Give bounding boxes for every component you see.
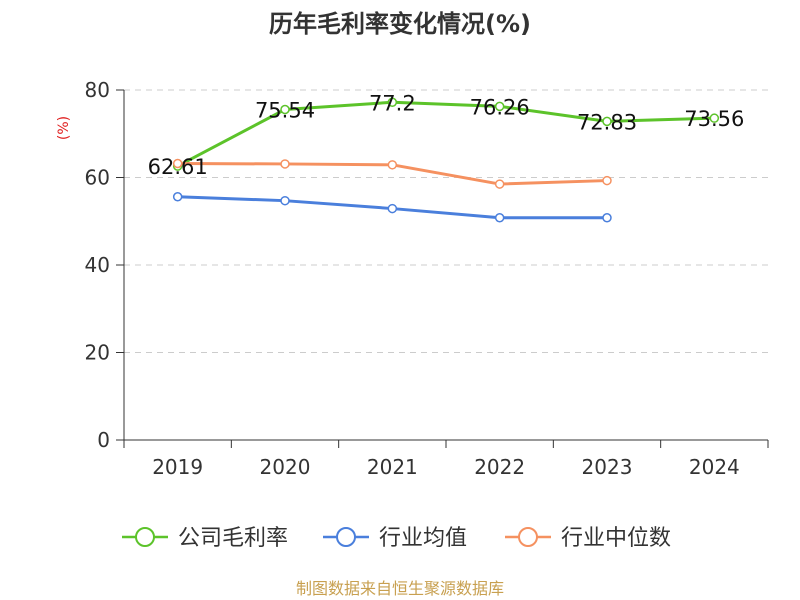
data-label: 62.61 [148,155,208,179]
data-point[interactable] [280,159,290,169]
series-line [176,100,716,168]
series-lines [172,97,720,223]
y-tick-label: 80 [85,78,110,102]
x-tick-label: 2024 [689,455,740,479]
data-point[interactable] [494,213,505,223]
x-tick-label: 2019 [152,455,203,479]
data-point[interactable] [280,104,290,115]
axes: 0 20 40 60 80 2019 2020 2021 2022 2023 2024 [85,78,769,479]
legend-circle-marker [518,527,538,547]
y-tick-label: 20 [85,341,110,365]
y-tick-label: 0 [97,428,110,452]
chart-title: 历年毛利率变化情况(%) [269,10,531,38]
legend-label: 公司毛利率 [178,526,288,551]
legend-label: 行业中位数 [561,526,671,551]
legend-label: 行业均值 [379,526,467,551]
data-point[interactable] [280,195,290,206]
x-tick-label: 2021 [367,455,418,479]
data-point[interactable] [602,175,612,186]
data-point[interactable] [387,97,398,107]
data-point[interactable] [172,158,183,169]
data-point[interactable] [387,160,398,170]
legend-item[interactable]: 公司毛利率 [122,526,288,551]
data-point[interactable] [172,192,183,202]
data-label: 77.2 [369,91,416,115]
data-labels: 62.61 75.54 77.2 76.26 72.83 73.56 [148,91,745,179]
y-tick-label: 40 [85,253,110,277]
y-axis-unit-label: (%) [56,116,72,140]
legend-circle-marker [135,527,155,547]
legend-circle-marker [336,527,356,547]
data-point[interactable] [387,203,398,214]
legend: 公司毛利率 行业均值 行业中位数 [122,526,671,551]
data-label: 72.83 [577,110,637,134]
legend-item[interactable]: 行业均值 [323,526,467,551]
source-note: 制图数据来自恒生聚源数据库 [296,579,504,598]
data-point[interactable] [494,179,505,189]
data-label: 76.26 [470,95,530,119]
x-tick-label: 2020 [260,455,311,479]
grid-lines [124,89,768,353]
data-point[interactable] [494,101,505,112]
data-label: 73.56 [684,107,744,131]
data-point[interactable] [602,116,612,127]
data-point[interactable] [709,113,720,123]
legend-item[interactable]: 行业中位数 [505,526,671,551]
data-label: 75.54 [255,99,315,123]
x-tick-label: 2022 [474,455,525,479]
y-tick-label: 60 [85,166,110,190]
data-point[interactable] [602,213,612,223]
x-tick-label: 2023 [582,455,633,479]
